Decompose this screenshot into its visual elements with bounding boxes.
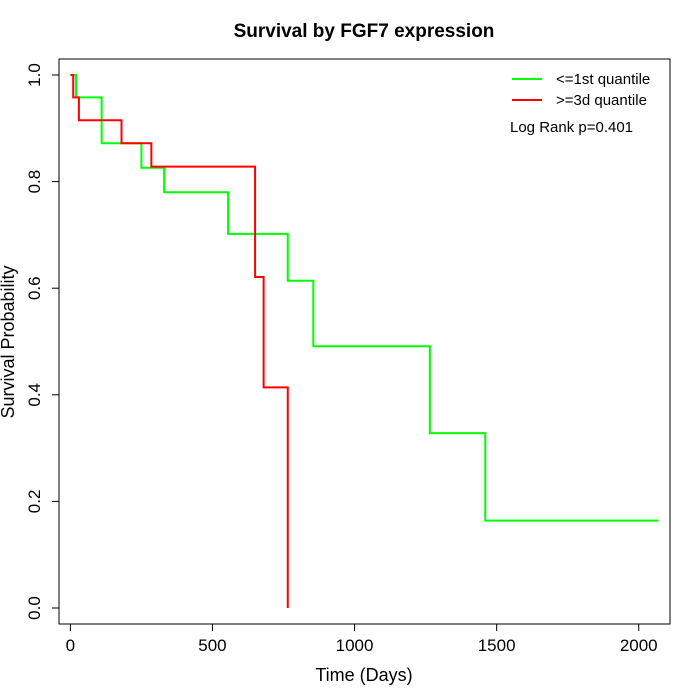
x-tick-label: 0 — [66, 636, 75, 655]
legend: <=1st quantile >=3d quantile — [512, 71, 650, 109]
x-axis: 0 500 1000 1500 2000 — [66, 623, 658, 655]
x-tick-label: 2000 — [620, 636, 658, 655]
x-axis-label: Time (Days) — [315, 665, 412, 685]
series-line-1 — [70, 73, 289, 609]
x-tick-label: 1500 — [478, 636, 516, 655]
chart-title: Survival by FGF7 expression — [234, 21, 495, 42]
y-tick-label: 0.0 — [25, 596, 44, 620]
x-tick-label: 1000 — [336, 636, 374, 655]
y-tick-label: 0.4 — [25, 383, 44, 407]
x-tick-label: 500 — [198, 636, 226, 655]
y-tick-label: 1.0 — [25, 63, 44, 87]
log-rank-annotation: Log Rank p=0.401 — [510, 119, 633, 136]
y-axis-label: Survival Probability — [0, 265, 18, 418]
y-axis: 0.0 0.2 0.4 0.6 0.8 1.0 — [25, 63, 60, 620]
series-line-0 — [70, 73, 659, 522]
y-tick-label: 0.8 — [25, 170, 44, 194]
legend-label-1: >=3d quantile — [556, 92, 647, 109]
series-layer — [70, 73, 659, 609]
y-tick-label: 0.2 — [25, 490, 44, 514]
y-tick-label: 0.6 — [25, 276, 44, 300]
legend-label-0: <=1st quantile — [556, 71, 650, 88]
